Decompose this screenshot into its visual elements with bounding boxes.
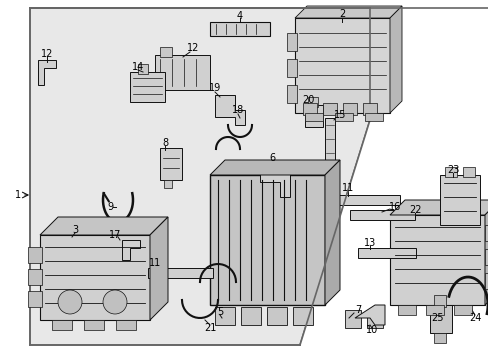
- Bar: [342, 103, 356, 115]
- Text: 7: 7: [354, 305, 360, 315]
- Text: 4: 4: [237, 11, 243, 21]
- Text: 20: 20: [301, 95, 314, 105]
- Bar: [325, 118, 334, 183]
- Polygon shape: [30, 8, 369, 345]
- Bar: [294, 18, 389, 113]
- Bar: [28, 247, 42, 263]
- Text: 2: 2: [338, 9, 345, 19]
- Bar: [116, 320, 136, 330]
- Text: 11: 11: [148, 258, 161, 268]
- Text: 6: 6: [268, 153, 274, 163]
- Text: 5: 5: [217, 307, 223, 317]
- Bar: [429, 305, 451, 333]
- Bar: [241, 307, 261, 325]
- Bar: [286, 59, 296, 77]
- Text: 15: 15: [333, 110, 346, 120]
- Bar: [484, 249, 488, 265]
- Bar: [307, 97, 317, 107]
- Bar: [453, 305, 471, 315]
- Bar: [28, 269, 42, 285]
- Bar: [366, 310, 382, 328]
- Circle shape: [103, 290, 127, 314]
- Bar: [439, 175, 479, 225]
- Bar: [425, 305, 443, 315]
- Bar: [462, 167, 474, 177]
- Polygon shape: [484, 200, 488, 305]
- Text: 1: 1: [15, 190, 21, 200]
- Text: 18: 18: [231, 105, 244, 115]
- Text: 19: 19: [208, 83, 221, 93]
- Polygon shape: [389, 200, 488, 215]
- Polygon shape: [294, 6, 401, 18]
- Text: 3: 3: [72, 225, 78, 235]
- Text: 25: 25: [431, 313, 443, 323]
- Text: 21: 21: [203, 323, 216, 333]
- Bar: [286, 85, 296, 103]
- Bar: [303, 103, 316, 115]
- Circle shape: [58, 290, 82, 314]
- Bar: [433, 333, 445, 343]
- Bar: [364, 113, 382, 121]
- Bar: [484, 273, 488, 289]
- Text: 22: 22: [408, 205, 420, 215]
- Bar: [286, 33, 296, 51]
- Text: 24: 24: [468, 313, 480, 323]
- Bar: [305, 105, 323, 127]
- Text: 13: 13: [363, 238, 375, 248]
- Bar: [433, 295, 445, 307]
- Bar: [209, 22, 269, 36]
- Text: 23: 23: [446, 165, 458, 175]
- Bar: [28, 291, 42, 307]
- Polygon shape: [209, 160, 339, 175]
- Bar: [160, 148, 182, 180]
- Bar: [84, 320, 104, 330]
- Polygon shape: [389, 6, 401, 113]
- Bar: [345, 310, 360, 328]
- Polygon shape: [122, 240, 140, 260]
- Polygon shape: [260, 162, 289, 197]
- Polygon shape: [354, 305, 384, 325]
- Bar: [148, 268, 213, 278]
- Bar: [160, 47, 172, 57]
- Bar: [266, 307, 286, 325]
- Text: 9: 9: [107, 202, 113, 212]
- Bar: [40, 235, 150, 320]
- Bar: [138, 64, 148, 74]
- Text: 14: 14: [132, 62, 144, 72]
- Bar: [215, 307, 235, 325]
- Text: 12: 12: [41, 49, 53, 59]
- Text: 16: 16: [388, 202, 400, 212]
- Text: 10: 10: [365, 325, 377, 335]
- Polygon shape: [299, 8, 488, 345]
- Polygon shape: [150, 217, 168, 320]
- Bar: [155, 55, 209, 90]
- Polygon shape: [40, 217, 168, 235]
- Bar: [163, 180, 172, 188]
- Bar: [484, 225, 488, 241]
- Bar: [334, 113, 352, 121]
- Text: 12: 12: [186, 43, 199, 53]
- Bar: [362, 103, 376, 115]
- Text: 11: 11: [341, 183, 353, 193]
- Bar: [292, 307, 312, 325]
- Bar: [323, 103, 336, 115]
- Bar: [389, 215, 484, 305]
- Polygon shape: [38, 60, 56, 85]
- Bar: [305, 113, 323, 121]
- Text: 17: 17: [109, 230, 121, 240]
- Bar: [329, 195, 399, 205]
- Bar: [52, 320, 72, 330]
- Polygon shape: [325, 160, 339, 305]
- Polygon shape: [215, 95, 244, 125]
- Bar: [357, 248, 415, 258]
- Bar: [397, 305, 415, 315]
- Bar: [349, 210, 414, 220]
- Text: 8: 8: [162, 138, 168, 148]
- Bar: [130, 72, 164, 102]
- Bar: [209, 175, 325, 305]
- Bar: [444, 167, 456, 177]
